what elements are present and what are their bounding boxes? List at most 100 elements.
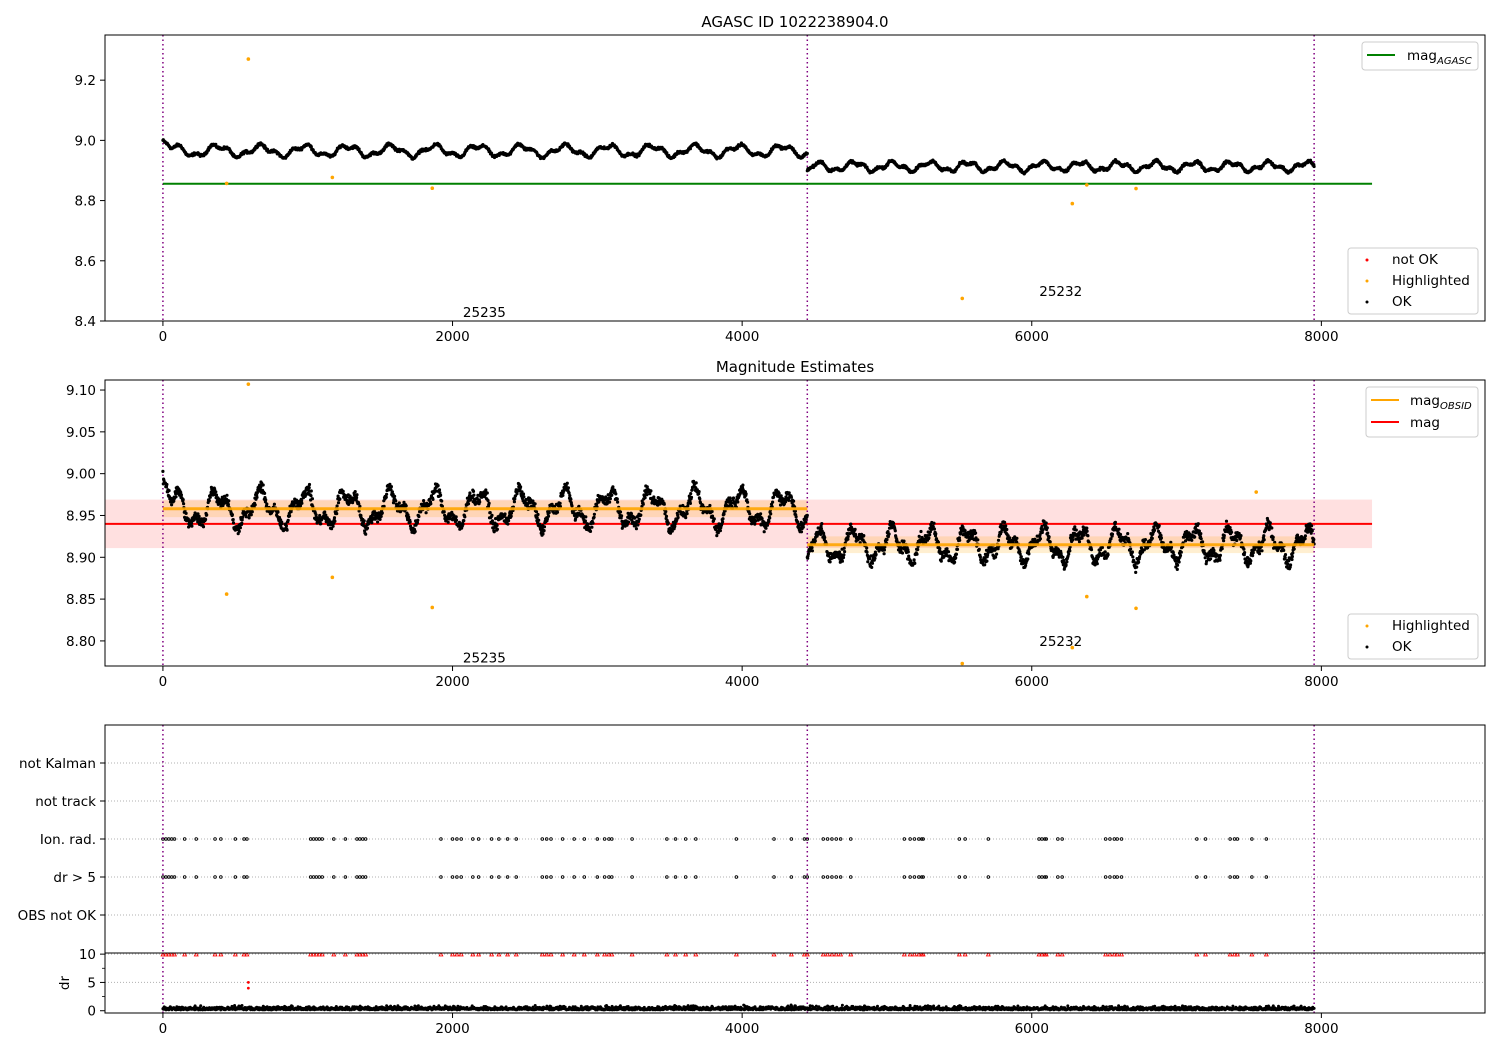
flag-marker [694,837,698,841]
flag-marker [172,875,177,879]
flag-marker [610,837,614,841]
dr-clipped-marker [310,953,317,957]
flag-marker [471,875,475,879]
flag-marker [830,837,834,841]
dr-clipped-marker [907,953,913,957]
flag-marker [694,875,698,879]
dr-clipped-marker [571,953,577,957]
dr-clipped-marker [1227,953,1233,957]
flag-marker [549,837,553,841]
dr-clipped-marker [212,953,218,957]
dr-outlier-point [246,981,250,984]
flag-marker [549,875,553,879]
flag-marker [673,875,678,879]
highlighted-point [960,661,965,666]
ok-points-series [161,138,809,161]
agasc-magnitude-panel: AGASC ID 1022238904.0 0 2000 4000 6000 8000 … [75,13,1486,345]
dr-clipped-marker [548,953,554,957]
flag-marker [849,875,853,879]
flag-marker [582,837,587,841]
dr-clipped-marker [581,953,587,957]
panel2-x-axis: 0 2000 4000 6000 8000 [159,666,1339,690]
flag-marker [505,837,510,841]
dr-clipped-marker [496,953,502,957]
dr-clipped-marker [1194,953,1200,957]
flag-marker [1112,875,1117,879]
flag-marker [582,875,587,879]
dr-y-axis-label: dr [57,975,73,990]
flag-marker [1115,837,1119,841]
flag-marker [242,875,246,879]
dr-clipped-marker [244,953,250,957]
x-tick-label: 2000 [435,329,469,345]
panel2-frame [104,379,1486,667]
dr-clipped-marker [505,953,511,957]
dr-clipped-marker [1119,953,1125,957]
flag-marker [1044,875,1048,879]
ok-points-series [805,157,1316,176]
flag-marker [245,837,249,841]
flag-marker [908,837,912,841]
flag-marker [317,875,322,879]
flag-marker [358,875,362,879]
flag-marker [320,875,324,879]
flag-row-label: dr > 5 [53,870,96,886]
flag-marker [921,875,925,879]
dr-clipped-marker [354,953,360,957]
panel2-legend-bottom: Highlighted OK [1347,613,1479,660]
flag-marker [834,837,839,841]
highlighted-point [224,592,229,596]
highlighted-point [1084,594,1089,599]
flags-data-area [105,725,1485,953]
flag-marker [734,875,739,879]
dr-clipped-marker [962,953,968,957]
flag-marker [838,875,843,879]
dr-clipped-marker [1059,953,1065,957]
flag-marker [602,837,607,841]
x-tick-label: 4000 [725,674,759,690]
dr-clipped-marker [1107,953,1113,957]
flag-marker [1195,875,1199,879]
flag-marker [1056,875,1060,879]
flag-marker [459,875,463,879]
flag-marker [595,837,600,841]
flag-marker [1232,837,1237,841]
dr-clipped-marker [602,953,608,957]
dr-clipped-marker [360,953,366,957]
legend-ok-label: OK [1392,294,1413,310]
panel2-title: Magnitude Estimates [716,358,874,376]
dr-clipped-marker [458,953,464,957]
obsid-label: 25235 [463,651,506,667]
dr-clipped-marker [629,953,635,957]
x-tick-label: 0 [159,1021,168,1037]
panel1-title: AGASC ID 1022238904.0 [701,13,888,31]
flag-marker [1250,837,1254,841]
flag-marker [1228,837,1232,841]
flag-marker [343,837,348,841]
dr-clipped-marker [160,953,166,957]
flags-panel: OBS not OK dr > 5 Ion. rad. not track not Ka… [18,724,1486,954]
dr-clipped-marker [1036,953,1042,957]
dr-clipped-marker [241,953,247,957]
flag-marker [1056,837,1060,841]
legend-not-ok-label: not OK [1392,252,1439,268]
y-tick-label: 8.85 [66,592,96,608]
highlighted-point [1134,606,1138,611]
legend-ok-marker [1365,645,1369,649]
dr-clipped-marker [838,953,844,957]
flag-marker [355,875,359,879]
panel1-frame [104,34,1486,322]
flag-marker [489,837,494,841]
dr-clipped-marker [539,953,545,957]
y-tick-label: 8.4 [75,314,96,330]
flag-marker [317,837,322,841]
legend-mag-agasc-label: magAGASC [1407,48,1472,67]
y-tick-label: 8.90 [66,550,96,566]
legend-highlighted-label: Highlighted [1392,273,1470,289]
flag-marker [1235,875,1240,879]
y-tick-label: 8.8 [75,194,96,210]
panel1-data-area [161,35,1373,321]
flag-row-label: not track [35,794,96,810]
y-tick-label: 9.10 [66,383,96,399]
